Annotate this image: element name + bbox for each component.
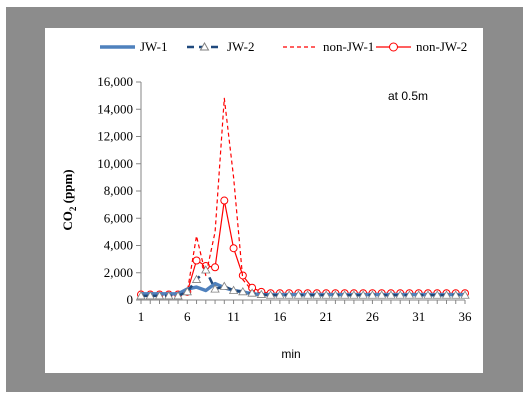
- data-point: [404, 290, 415, 299]
- data-point: [192, 256, 201, 265]
- y-tick-label: 16,000: [97, 74, 133, 89]
- y-tick-label: 10,000: [97, 156, 133, 171]
- data-point: [275, 290, 285, 299]
- data-point: [386, 290, 396, 299]
- x-tick-label: 16: [273, 309, 287, 324]
- y-tick-label: 2,000: [104, 265, 133, 280]
- data-point: [414, 290, 424, 299]
- data-point: [164, 291, 174, 300]
- x-tick-label: 1: [138, 309, 145, 324]
- data-point: [210, 284, 220, 293]
- x-tick-label: 21: [320, 309, 333, 324]
- data-point: [136, 291, 146, 300]
- data-point: [432, 290, 442, 299]
- data-point: [247, 288, 257, 297]
- series-layer: [136, 97, 470, 300]
- x-tick-label: 31: [412, 309, 425, 324]
- legend-item-non-jw-1: non-JW-1: [283, 39, 374, 54]
- legend-item-jw-2: JW-2: [187, 39, 254, 54]
- data-point: [367, 290, 378, 299]
- legend-label: non-JW-2: [416, 39, 467, 54]
- x-tick-label: 11: [227, 309, 240, 324]
- data-point: [376, 290, 387, 299]
- x-tick-label: 26: [366, 309, 380, 324]
- data-point: [256, 289, 267, 298]
- y-tick-label: 6,000: [104, 210, 133, 225]
- y-tick-label: 14,000: [97, 101, 133, 116]
- data-point: [284, 290, 294, 299]
- data-point: [293, 290, 304, 299]
- legend-label: JW-1: [140, 39, 167, 54]
- legend-label: non-JW-1: [323, 39, 374, 54]
- data-point: [358, 290, 368, 299]
- data-point: [321, 290, 331, 299]
- legend: JW-1 JW-2 non-JW-1 non-JW-2: [100, 39, 467, 54]
- data-point: [229, 244, 238, 253]
- data-point: [220, 196, 229, 205]
- legend-label: JW-2: [227, 39, 254, 54]
- data-point: [219, 281, 230, 290]
- data-point: [460, 290, 470, 299]
- x-axis: 1 6 11 16 21 26 31 36: [138, 299, 473, 324]
- y-axis: 0 2,000 4,000 6,000 8,000 10,000 12,000 14,000 1…: [97, 74, 142, 307]
- data-point: [201, 265, 211, 274]
- legend-marker: [199, 41, 210, 51]
- data-point: [302, 290, 313, 299]
- data-point: [339, 290, 350, 299]
- x-tick-label: 6: [184, 309, 191, 324]
- data-point: [349, 290, 359, 299]
- legend-item-jw-1: JW-1: [100, 39, 167, 54]
- series-non-jw-2: [137, 196, 469, 299]
- x-tick-label: 36: [459, 309, 473, 324]
- data-point: [228, 285, 239, 294]
- data-point: [312, 290, 322, 299]
- data-point: [423, 290, 433, 299]
- data-point: [238, 287, 248, 296]
- annotation-label: at 0.5m: [388, 89, 428, 103]
- y-tick-label: 0: [127, 292, 134, 307]
- y-axis-title: CO2 (ppm): [60, 169, 78, 230]
- y-tick-label: 12,000: [97, 129, 133, 144]
- data-point: [145, 291, 155, 300]
- y-tick-label: 8,000: [104, 183, 133, 198]
- data-point: [395, 290, 405, 299]
- legend-marker: [389, 42, 398, 52]
- legend-item-non-jw-2: non-JW-2: [376, 39, 467, 54]
- series-jw-2: [136, 265, 470, 300]
- data-point: [451, 290, 461, 299]
- data-point: [265, 290, 276, 299]
- data-point: [330, 290, 341, 299]
- data-point: [441, 290, 452, 299]
- data-point: [191, 274, 202, 283]
- data-point: [154, 291, 165, 300]
- x-axis-title: min: [281, 347, 300, 361]
- series-non-jw-1: [141, 97, 465, 296]
- data-point: [211, 263, 220, 272]
- series-line: [141, 97, 465, 296]
- y-tick-label: 4,000: [104, 238, 133, 253]
- data-point: [182, 287, 192, 296]
- data-point: [173, 291, 183, 300]
- chart-panel: [45, 28, 483, 373]
